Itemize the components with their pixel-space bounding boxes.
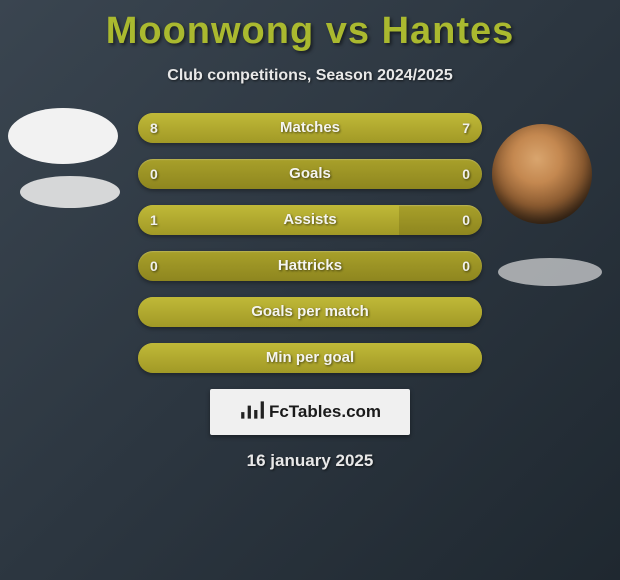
date-text: 16 january 2025 xyxy=(0,451,620,471)
chart-icon xyxy=(239,399,265,426)
stat-label: Min per goal xyxy=(138,343,482,373)
stat-label: Goals xyxy=(138,159,482,189)
page-subtitle: Club competitions, Season 2024/2025 xyxy=(0,67,620,85)
footer-brand-text: FcTables.com xyxy=(269,402,381,422)
stat-value-right: 7 xyxy=(450,113,482,143)
stat-value-right: 0 xyxy=(450,251,482,281)
footer-brand-badge[interactable]: FcTables.com xyxy=(210,389,410,435)
stat-label: Assists xyxy=(138,205,482,235)
player-right-avatar xyxy=(492,124,592,224)
stat-value-left: 0 xyxy=(138,251,170,281)
stat-row-goals: 0 Goals 0 xyxy=(138,159,482,189)
stat-value-left: 8 xyxy=(138,113,170,143)
player-right-avatar-shadow xyxy=(498,258,602,286)
stat-row-assists: 1 Assists 0 xyxy=(138,205,482,235)
stat-value-left: 0 xyxy=(138,159,170,189)
stat-label: Goals per match xyxy=(138,297,482,327)
stat-value-right: 0 xyxy=(450,159,482,189)
stat-value-left: 1 xyxy=(138,205,170,235)
page-title: Moonwong vs Hantes xyxy=(0,0,620,53)
player-left-avatar-shadow xyxy=(20,176,120,208)
stat-row-matches: 8 Matches 7 xyxy=(138,113,482,143)
stat-row-goals-per-match: Goals per match xyxy=(138,297,482,327)
player-left-avatar xyxy=(8,108,118,164)
stat-label: Matches xyxy=(138,113,482,143)
stat-label: Hattricks xyxy=(138,251,482,281)
stat-row-min-per-goal: Min per goal xyxy=(138,343,482,373)
stat-row-hattricks: 0 Hattricks 0 xyxy=(138,251,482,281)
stat-value-right: 0 xyxy=(450,205,482,235)
stats-container: 8 Matches 7 0 Goals 0 1 Assists 0 0 Hatt… xyxy=(138,113,482,373)
